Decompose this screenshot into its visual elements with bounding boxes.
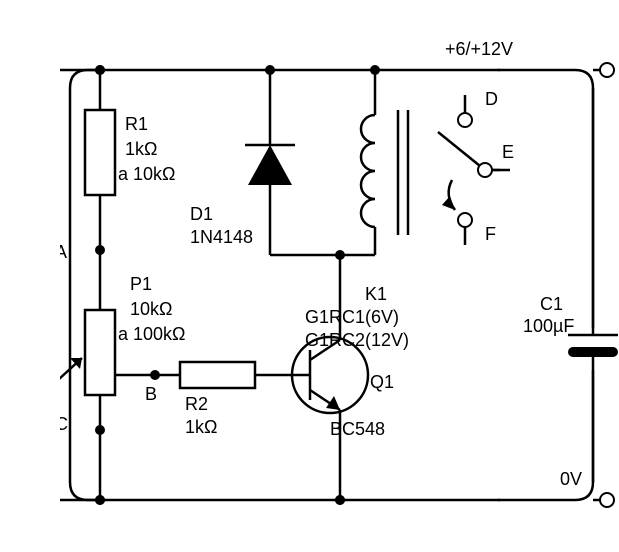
node-d-label: D — [485, 89, 498, 109]
node-k1-top — [370, 65, 380, 75]
p1-val1: 10kΩ — [130, 299, 172, 319]
p1-val2: a 100kΩ — [118, 324, 186, 344]
d1-val: 1N4148 — [190, 227, 253, 247]
node-b-label: B — [145, 384, 157, 404]
resistor-r1 — [85, 110, 115, 195]
q1-ref: Q1 — [370, 372, 394, 392]
r1-ref: R1 — [125, 114, 148, 134]
r2-ref: R2 — [185, 394, 208, 414]
c1-ref2: C1 — [540, 294, 563, 314]
k1-ref: K1 — [365, 284, 387, 304]
potentiometer-p1 — [85, 310, 115, 395]
k1-val2: G1RC2(12V) — [305, 330, 409, 350]
supply-label: +6/+12V — [445, 39, 513, 59]
resistor-r2 — [180, 362, 255, 388]
svg-text:E: E — [502, 142, 514, 162]
relay-coil-k1 — [361, 70, 408, 255]
q1-val: BC548 — [330, 419, 385, 439]
p1-ref: P1 — [130, 274, 152, 294]
r1-val2: a 10kΩ — [118, 164, 176, 184]
d1-ref: D1 — [190, 204, 213, 224]
svg-text:0V: 0V — [560, 469, 582, 489]
r1-val1: 1kΩ — [125, 139, 157, 159]
circuit-schematic: +6/+12V 0V R1 1kΩ a 10kΩ A P1 10kΩ a 100… — [10, 10, 619, 542]
r2-val: 1kΩ — [185, 417, 217, 437]
k1-val1: G1RC1(6V) — [305, 307, 399, 327]
c1-val2: 100µF — [523, 316, 574, 336]
node-d1-top — [265, 65, 275, 75]
node-f-label: F — [485, 224, 496, 244]
